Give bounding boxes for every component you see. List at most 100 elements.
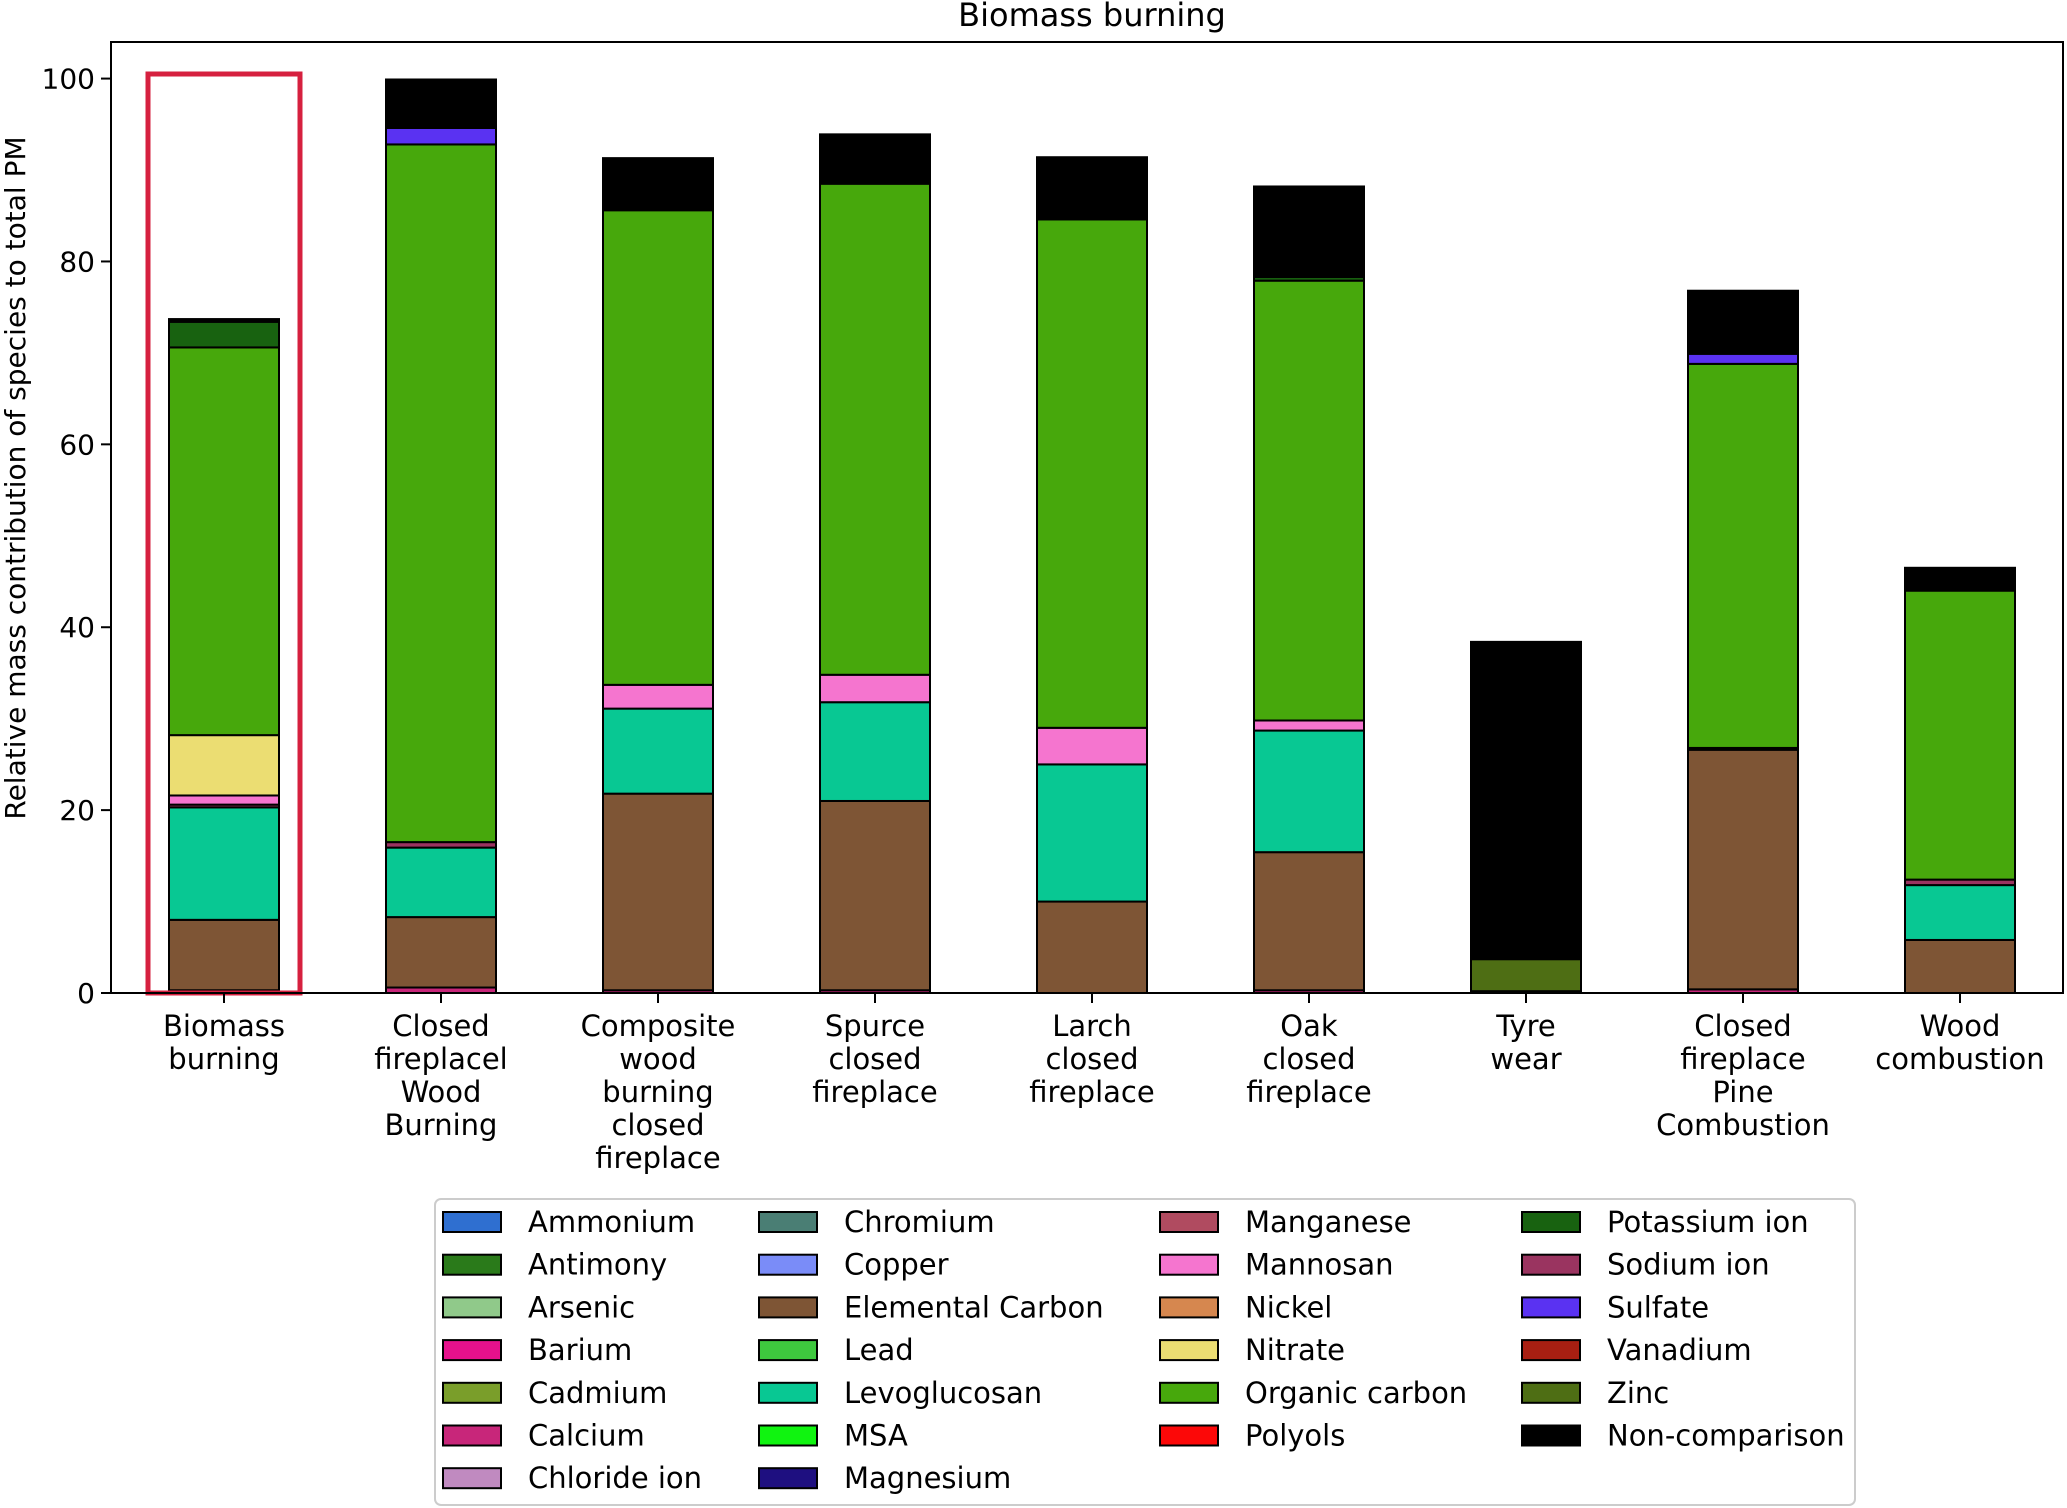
bar-segment-2-4 <box>602 209 714 686</box>
bar-segment-5-4 <box>1253 279 1365 722</box>
bar-segment-3-2 <box>819 701 931 802</box>
legend-label-14: Manganese <box>1245 1205 1412 1239</box>
bars-group <box>168 78 2016 995</box>
legend-swatch-15 <box>1159 1253 1219 1276</box>
legend-label-22: Sulfate <box>1607 1290 1709 1324</box>
chart-title: Biomass burning <box>958 0 1226 34</box>
bar-segment-3-4 <box>819 182 931 676</box>
bar-segment-1-5 <box>385 126 497 146</box>
bar-segment-0-5 <box>168 734 280 797</box>
bar-segment-1-1 <box>385 916 497 989</box>
y-axis-label: Relative mass contribution of species to… <box>0 136 32 819</box>
x-tick-label-8: Wood combustion <box>1875 1009 2044 1076</box>
legend-label-9: Elemental Carbon <box>844 1290 1104 1324</box>
legend-label-2: Arsenic <box>528 1290 635 1324</box>
bar-segment-5-2 <box>1253 729 1365 854</box>
legend-label-12: MSA <box>844 1419 908 1453</box>
bar-segment-4-4 <box>1036 156 1148 221</box>
x-tick-label-2: Composite wood burning closed fireplace <box>581 1009 736 1175</box>
legend-swatch-6 <box>442 1467 502 1490</box>
legend-label-25: Non-comparison <box>1607 1419 1845 1453</box>
bar-segment-5-3 <box>1253 719 1365 732</box>
bar-segment-0-8 <box>168 318 280 323</box>
bar-segment-4-3 <box>1036 218 1148 729</box>
legend-swatch-17 <box>1159 1339 1219 1362</box>
legend-swatch-19 <box>1159 1424 1219 1447</box>
bar-segment-4-2 <box>1036 726 1148 766</box>
legend-swatch-4 <box>442 1381 502 1404</box>
x-tick-label-5: Oak closed fireplace <box>1246 1009 1371 1109</box>
y-tick-label-0: 0 <box>77 977 95 1010</box>
x-tick-label-7: Closed fireplace Pine Combustion <box>1656 1009 1830 1142</box>
bar-segment-5-6 <box>1253 185 1365 279</box>
legend-swatch-22 <box>1521 1296 1581 1319</box>
legend-label-13: Magnesium <box>844 1461 1011 1495</box>
y-tick-label-1: 20 <box>59 794 95 827</box>
bar-segment-0-6 <box>168 346 280 737</box>
legend-label-7: Chromium <box>844 1205 995 1239</box>
plot-frame <box>110 41 2064 994</box>
x-tick-label-4: Larch closed fireplace <box>1029 1009 1154 1109</box>
bar-segment-2-5 <box>602 157 714 212</box>
legend-label-3: Barium <box>528 1333 632 1367</box>
y-tick-label-2: 40 <box>59 611 95 644</box>
legend-label-10: Lead <box>844 1333 914 1367</box>
legend-label-24: Zinc <box>1607 1376 1669 1410</box>
bar-segment-7-3 <box>1687 362 1799 749</box>
legend-swatch-1 <box>442 1253 502 1276</box>
legend-swatch-3 <box>442 1339 502 1362</box>
legend: Ammonium Antimony Arsenic Barium Cadmium Calc… <box>434 1198 1856 1506</box>
legend-swatch-2 <box>442 1296 502 1319</box>
y-axis: 0 20 40 60 80 100 <box>42 63 111 1010</box>
bar-segment-3-5 <box>819 133 931 185</box>
legend-label-17: Nitrate <box>1245 1333 1345 1367</box>
legend-label-6: Chloride ion <box>528 1461 702 1495</box>
legend-swatch-9 <box>758 1296 818 1319</box>
bar-segment-0-2 <box>168 806 280 921</box>
legend-label-1: Antimony <box>528 1248 667 1282</box>
bar-segment-7-4 <box>1687 352 1799 365</box>
legend-swatch-12 <box>758 1424 818 1447</box>
x-tick-label-6: Tyre wear <box>1490 1009 1561 1076</box>
y-tick-label-5: 100 <box>42 63 95 96</box>
legend-swatch-10 <box>758 1339 818 1362</box>
bar-segment-0-4 <box>168 794 280 806</box>
legend-swatch-21 <box>1521 1253 1581 1276</box>
legend-swatch-0 <box>442 1211 502 1233</box>
bar-segment-3-3 <box>819 673 931 704</box>
legend-label-4: Cadmium <box>528 1376 667 1410</box>
legend-label-11: Levoglucosan <box>844 1376 1042 1410</box>
y-tick-label-3: 60 <box>59 428 95 461</box>
bar-segment-1-4 <box>385 143 497 844</box>
legend-swatch-5 <box>442 1424 502 1447</box>
bar-segment-8-3 <box>1904 589 2016 881</box>
bar-segment-0-7 <box>168 320 280 349</box>
legend-swatch-7 <box>758 1211 818 1233</box>
x-tick-label-0: Biomass burning <box>163 1009 285 1076</box>
legend-label-8: Copper <box>844 1248 949 1282</box>
legend-label-19: Polyols <box>1245 1419 1345 1453</box>
legend-swatch-24 <box>1521 1381 1581 1404</box>
y-tick-label-4: 80 <box>59 245 95 278</box>
bar-segment-4-1 <box>1036 763 1148 903</box>
bar-segment-2-1 <box>602 792 714 992</box>
legend-swatch-16 <box>1159 1296 1219 1319</box>
x-tick-label-3: Spurce closed fireplace <box>812 1009 937 1109</box>
bar-segment-8-4 <box>1904 566 2016 592</box>
legend-swatch-13 <box>758 1467 818 1490</box>
legend-swatch-20 <box>1521 1211 1581 1233</box>
legend-label-23: Vanadium <box>1607 1333 1752 1367</box>
bar-segment-5-1 <box>1253 851 1365 992</box>
legend-label-16: Nickel <box>1245 1290 1332 1324</box>
legend-label-5: Calcium <box>528 1419 645 1453</box>
legend-swatch-11 <box>758 1381 818 1404</box>
bar-segment-1-6 <box>385 78 497 129</box>
bar-segment-1-2 <box>385 846 497 919</box>
bar-segment-2-2 <box>602 707 714 795</box>
bar-segment-7-1 <box>1687 748 1799 991</box>
bar-segment-6-2 <box>1470 640 1582 961</box>
legend-label-20: Potassium ion <box>1607 1205 1809 1239</box>
bar-segment-0-1 <box>168 918 280 992</box>
bar-segment-3-1 <box>819 799 931 992</box>
